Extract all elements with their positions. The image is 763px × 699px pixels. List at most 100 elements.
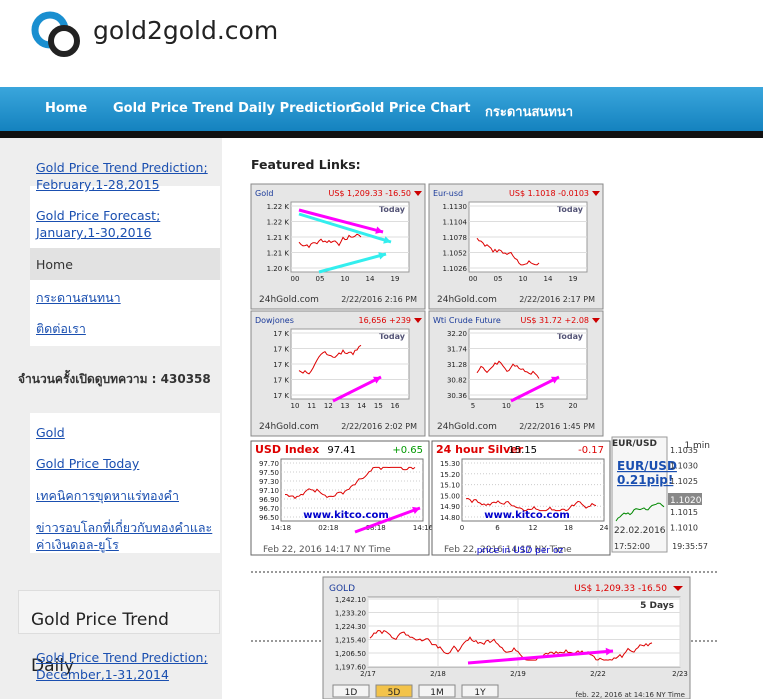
y-tick-label: 15.00 xyxy=(440,492,460,500)
sidebar-link[interactable]: ติดต่อเรา xyxy=(36,321,86,336)
y-tick-label: 1.21 K xyxy=(267,234,290,242)
section-box xyxy=(18,590,220,634)
widget-quote: 16,656 +239 xyxy=(358,316,411,325)
y-tick-label: 17 K xyxy=(273,377,289,385)
nav-link[interactable]: Gold Price Chart xyxy=(351,101,471,116)
sidebar-link[interactable]: Gold Price Trend Prediction; December,1-… xyxy=(36,650,208,682)
nav-link[interactable]: Home xyxy=(45,101,88,116)
y-tick-label: 15.20 xyxy=(440,471,460,479)
widget-quote: US$ 1,209.33 -16.50 xyxy=(328,189,411,198)
eur-title: EUR/USD xyxy=(612,439,657,449)
counter-label: จำนวนครั้งเปิดดูบทความ : xyxy=(18,372,157,386)
button[interactable] xyxy=(461,684,499,698)
x-tick-label: 2/23 xyxy=(672,670,688,678)
arrow xyxy=(318,252,387,274)
y-tick-label: 32.20 xyxy=(447,330,467,338)
sidebar-link[interactable]: ข่าวรอบโลกที่เกี่ยวกับทองคำและค่าเงินดอล… xyxy=(36,520,213,552)
sidebar-link[interactable]: Gold Price Trend Prediction; February,1-… xyxy=(36,160,208,192)
widget-name: Wti Crude Future xyxy=(433,316,501,325)
watermark: www.kitco.com xyxy=(303,510,389,521)
sidebar-link[interactable]: Gold Price Today xyxy=(36,456,140,471)
eur-time: 17:52:00 xyxy=(614,542,650,551)
y-tick-label: 14.90 xyxy=(440,503,460,511)
sidebar-link[interactable]: เทคนิคการขุดหาแร่ทองคำ xyxy=(36,488,180,503)
indicator xyxy=(414,191,422,196)
y-tick-label: 31.28 xyxy=(447,361,467,369)
x-tick-label: 05 xyxy=(316,275,325,283)
y-tick-label: 17 K xyxy=(273,346,289,354)
price-line xyxy=(369,629,653,661)
sidebar-link[interactable]: Gold Price Forecast; January,1-30,2016 xyxy=(36,208,161,240)
kitco-change: -0.17 xyxy=(578,445,604,456)
x-tick-label: 00 xyxy=(469,275,478,283)
nav-link[interactable]: Gold Price Trend Daily Prediction xyxy=(113,101,355,116)
arrow xyxy=(298,208,384,234)
y-tick-label: 1,224.30 xyxy=(335,623,366,631)
y-tick-label: 1.1026 xyxy=(443,265,468,273)
counter: จำนวนครั้งเปิดดูบทความ : 430358 xyxy=(18,370,211,389)
y-tick-label: 1.22 K xyxy=(267,219,290,227)
nav-link[interactable]: กระดานสนทนา xyxy=(485,105,574,120)
sidebar-link[interactable]: Home xyxy=(36,257,73,272)
widget-footer: 24hGold.com xyxy=(259,422,319,432)
sidebar-link[interactable]: Gold xyxy=(36,425,65,440)
button[interactable] xyxy=(375,684,413,698)
x-tick-label: 24 xyxy=(600,524,609,532)
y-tick-label: 1.1052 xyxy=(443,250,468,258)
indicator xyxy=(592,191,600,196)
eur-time: 19:35:57 xyxy=(672,542,708,551)
y-tick-label: 1.1078 xyxy=(443,234,468,242)
box xyxy=(30,280,220,346)
arrow-head xyxy=(383,236,391,244)
widget-date: 2/22/2016 2:02 PM xyxy=(341,422,417,431)
y-tick-label: 1,233.20 xyxy=(335,610,366,618)
y-tick-label: 1.1035 xyxy=(670,446,698,455)
y-tick-label: 97.70 xyxy=(259,460,279,468)
kitco-value: 97.41 xyxy=(327,445,356,456)
arrow-head xyxy=(605,647,613,656)
widget-footer: 24hGold.com xyxy=(437,422,497,432)
arrow-head xyxy=(373,376,381,384)
arrow-head xyxy=(375,226,383,234)
arrow xyxy=(298,212,392,244)
x-tick-label: 14 xyxy=(366,275,375,283)
y-tick-label: 1.20 K xyxy=(267,265,290,273)
price-box xyxy=(668,493,702,505)
y-tick-label: 1,197.60 xyxy=(335,664,366,672)
x-tick-label: 14 xyxy=(544,275,553,283)
x-tick-label: 05 xyxy=(494,275,503,283)
button[interactable] xyxy=(332,684,370,698)
nav-bar: Home Gold Price Trend Daily Prediction G… xyxy=(0,87,763,131)
x-tick-label: 10 xyxy=(291,402,300,410)
x-tick-label: 2/19 xyxy=(510,670,526,678)
kitco-title: 24 hour Silver xyxy=(436,443,524,456)
x-tick-label: 2/17 xyxy=(360,670,376,678)
x-tick-label: 19 xyxy=(569,275,578,283)
widget-footer: 24hGold.com xyxy=(437,295,497,305)
x-tick-label: 20 xyxy=(569,402,578,410)
x-tick-label: 12 xyxy=(529,524,538,532)
x-tick-label: 14 xyxy=(357,402,366,410)
widget-name: Dowjones xyxy=(255,316,294,325)
x-tick-label: 5 xyxy=(471,402,475,410)
gold-period: 5 Days xyxy=(640,601,674,611)
indicator xyxy=(673,586,683,591)
y-tick-label: 96.70 xyxy=(259,505,279,513)
widget-date: 2/22/2016 1:45 PM xyxy=(519,422,595,431)
x-tick-label: 15 xyxy=(535,402,544,410)
y-tick-label: 1.1104 xyxy=(443,219,468,227)
button-label: 5D xyxy=(388,688,401,698)
button[interactable] xyxy=(418,684,456,698)
x-tick-label: 11 xyxy=(307,402,316,410)
gold-footer: feb. 22, 2016 at 14:16 NY Time xyxy=(575,691,685,699)
eur-period: 1 min xyxy=(684,441,710,451)
x-tick-label: 02:18 xyxy=(318,524,338,532)
sidebar-link[interactable]: กระดานสนทนา xyxy=(36,290,121,305)
y-tick-label: 96.50 xyxy=(259,514,279,522)
plot xyxy=(461,458,605,522)
arrow xyxy=(354,506,421,534)
widget-quote: US$ 1.1018 -0.0103 xyxy=(509,189,589,198)
arrow-head xyxy=(551,376,559,384)
box xyxy=(30,186,220,248)
